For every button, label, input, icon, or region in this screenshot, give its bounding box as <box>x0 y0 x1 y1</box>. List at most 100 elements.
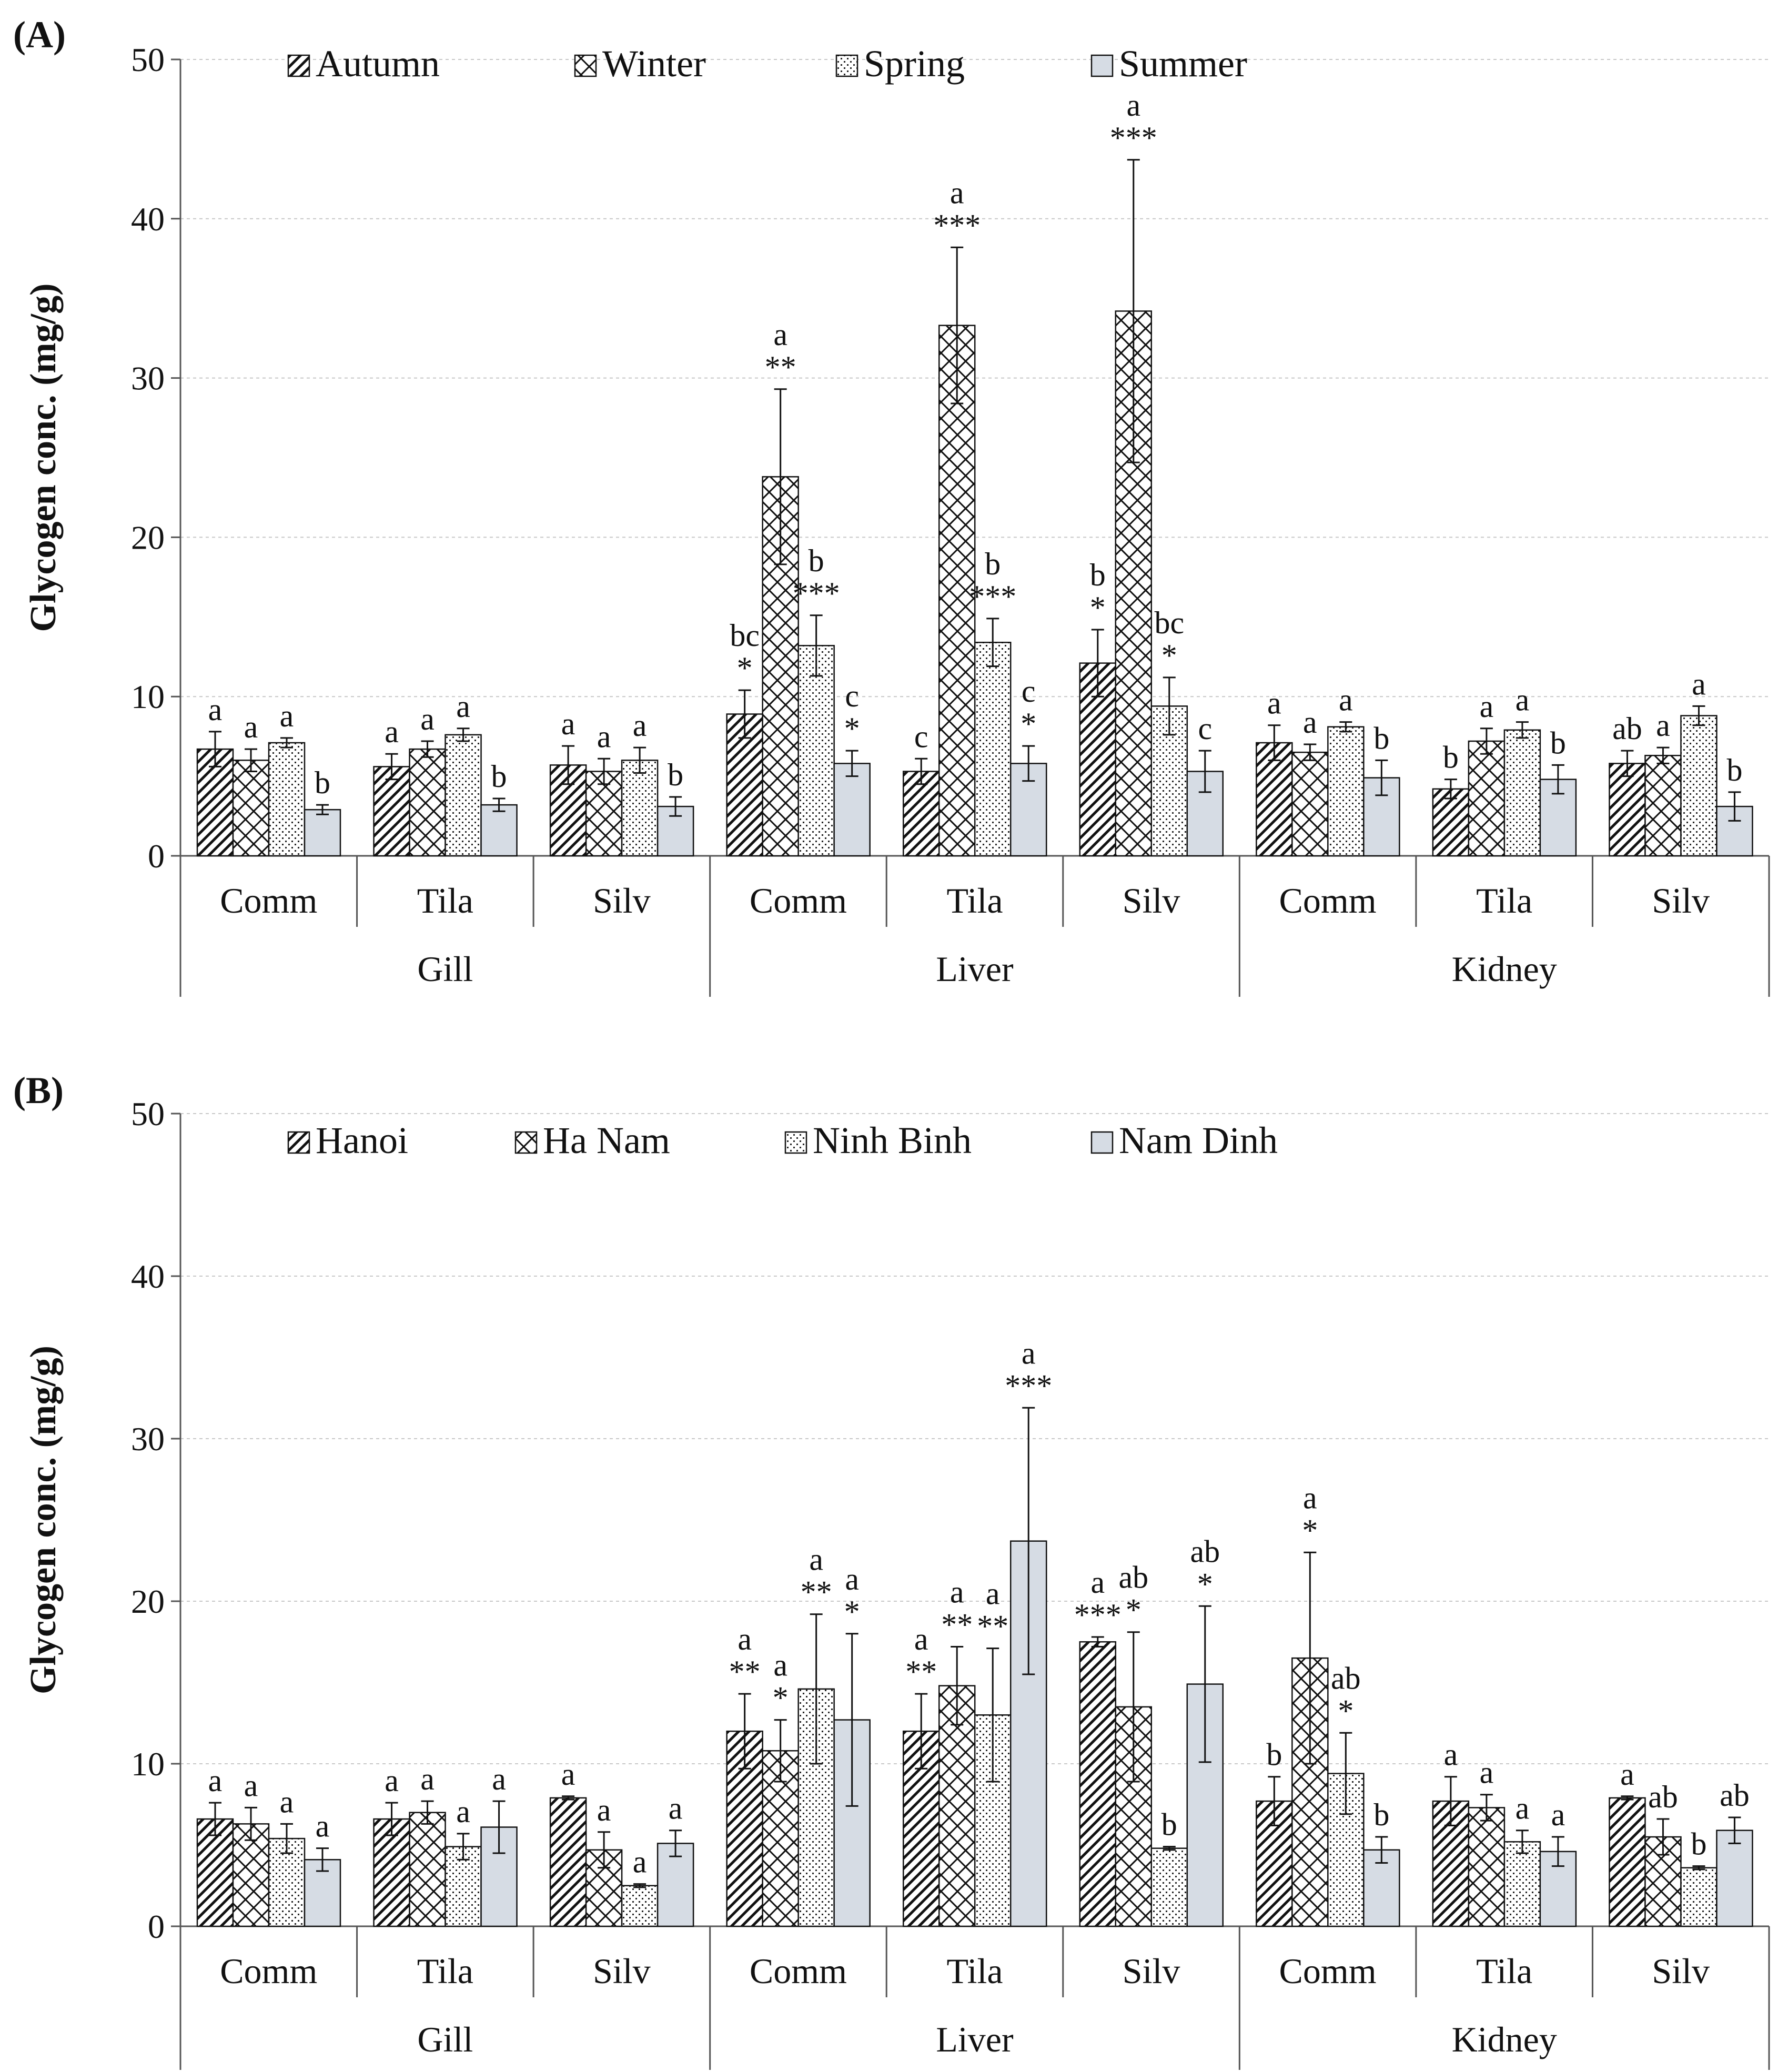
significance-line: a <box>1444 1737 1458 1772</box>
significance-line: a <box>1480 689 1494 724</box>
significance-line: * <box>1338 1693 1353 1728</box>
significance-line: c <box>1198 711 1212 746</box>
significance-label: a <box>1303 705 1317 740</box>
significance-label: a <box>633 708 647 743</box>
significance-line: * <box>844 1594 860 1629</box>
legend-label: Ha Nam <box>543 1119 670 1161</box>
significance-line: a <box>950 175 964 210</box>
significance-line: a <box>845 1562 859 1596</box>
significance-line: b <box>1161 1807 1177 1842</box>
significance-line: c <box>845 679 859 713</box>
bar <box>833 763 871 857</box>
significance-label: a <box>385 714 399 749</box>
significance-label: a <box>316 1809 330 1844</box>
y-tick-label: 50 <box>131 41 165 78</box>
category-label: Comm <box>1279 1951 1377 1991</box>
significance-line: ** <box>941 1608 973 1642</box>
significance-line: * <box>844 711 860 746</box>
bar <box>268 742 306 857</box>
tissue-label: Gill <box>417 2019 473 2059</box>
bar <box>656 1843 694 1927</box>
bar <box>1468 740 1506 857</box>
significance-label: a <box>1480 689 1494 724</box>
bar <box>373 1818 410 1927</box>
y-tick-label: 40 <box>131 200 165 238</box>
significance-line: *** <box>1005 1368 1052 1403</box>
y-tick-label: 0 <box>148 1908 165 1945</box>
legend-swatch <box>574 54 597 77</box>
significance-label: a <box>420 1762 435 1796</box>
bar <box>902 771 940 857</box>
significance-label: a <box>456 1794 470 1829</box>
chart-panel-a: (A) Glycogen conc. (mg/g) 0 10 20 30 40 50 Gill L… <box>13 14 1770 997</box>
bar <box>1609 1797 1646 1927</box>
significance-line: a <box>420 1762 435 1796</box>
significance-label: b *** <box>793 543 840 611</box>
panel-label: (A) <box>13 14 66 56</box>
significance-line: b <box>1373 721 1389 755</box>
bar <box>974 641 1012 857</box>
significance-label: b <box>1443 740 1459 775</box>
significance-label: a * <box>844 1562 860 1629</box>
legend-label: Nam Dinh <box>1119 1119 1278 1161</box>
bar <box>304 1859 341 1927</box>
significance-line: ** <box>801 1575 832 1610</box>
significance-line: a <box>316 1809 330 1844</box>
significance-line: a <box>773 1648 787 1683</box>
bar <box>1680 1867 1718 1927</box>
y-tick-label: 20 <box>131 1583 165 1620</box>
significance-label: b <box>1726 753 1742 787</box>
bar <box>373 766 410 857</box>
bar <box>1150 1847 1188 1927</box>
significance-label: b * <box>1090 558 1106 625</box>
legend-swatch <box>835 54 858 77</box>
bar <box>409 1812 446 1927</box>
category-label: Silv <box>1123 881 1180 921</box>
bar <box>1644 754 1682 857</box>
legend-swatch <box>1090 1131 1114 1154</box>
significance-label: a <box>1516 683 1530 717</box>
significance-line: a <box>208 692 223 727</box>
tissue-label: Gill <box>417 949 473 989</box>
significance-line: ab <box>1720 1778 1750 1813</box>
significance-line: ab <box>1118 1560 1148 1595</box>
significance-label: a *** <box>1074 1565 1122 1632</box>
significance-line: a <box>809 1542 823 1577</box>
category-label: Tila <box>946 881 1003 921</box>
significance-label: a ** <box>729 1622 761 1689</box>
significance-label: a <box>1692 666 1706 701</box>
category-label: Tila <box>1476 1951 1532 1991</box>
significance-line: b <box>1090 558 1106 592</box>
bar <box>232 760 270 857</box>
significance-label: b *** <box>969 547 1016 614</box>
significance-line: a <box>244 1768 258 1803</box>
significance-line: a <box>1090 1565 1105 1600</box>
category-label: Silv <box>1652 881 1710 921</box>
category-label: Comm <box>220 881 317 921</box>
significance-line: a <box>280 699 294 733</box>
significance-line: a <box>950 1575 964 1610</box>
significance-line: ** <box>765 350 796 385</box>
significance-label: a *** <box>1110 88 1157 155</box>
significance-label: a <box>385 1763 399 1798</box>
bar <box>938 325 976 857</box>
significance-line: a <box>1480 1755 1494 1790</box>
significance-line: a <box>385 714 399 749</box>
significance-label: a <box>1267 686 1281 721</box>
category-label: Silv <box>593 881 651 921</box>
bar <box>1079 1641 1117 1927</box>
bar <box>232 1823 270 1927</box>
significance-line: a <box>1620 1757 1634 1792</box>
significance-label: a * <box>1302 1480 1318 1548</box>
significance-line: b <box>985 547 1001 581</box>
significance-line: a <box>1339 683 1353 717</box>
significance-line: a <box>1656 708 1670 743</box>
category-label: Silv <box>1123 1951 1180 1991</box>
y-tick-label: 10 <box>131 1745 165 1783</box>
bar <box>621 760 659 857</box>
significance-label: ab <box>1720 1778 1750 1813</box>
significance-label: a <box>280 699 294 733</box>
bar <box>549 1797 587 1927</box>
significance-label: a ** <box>941 1575 973 1642</box>
